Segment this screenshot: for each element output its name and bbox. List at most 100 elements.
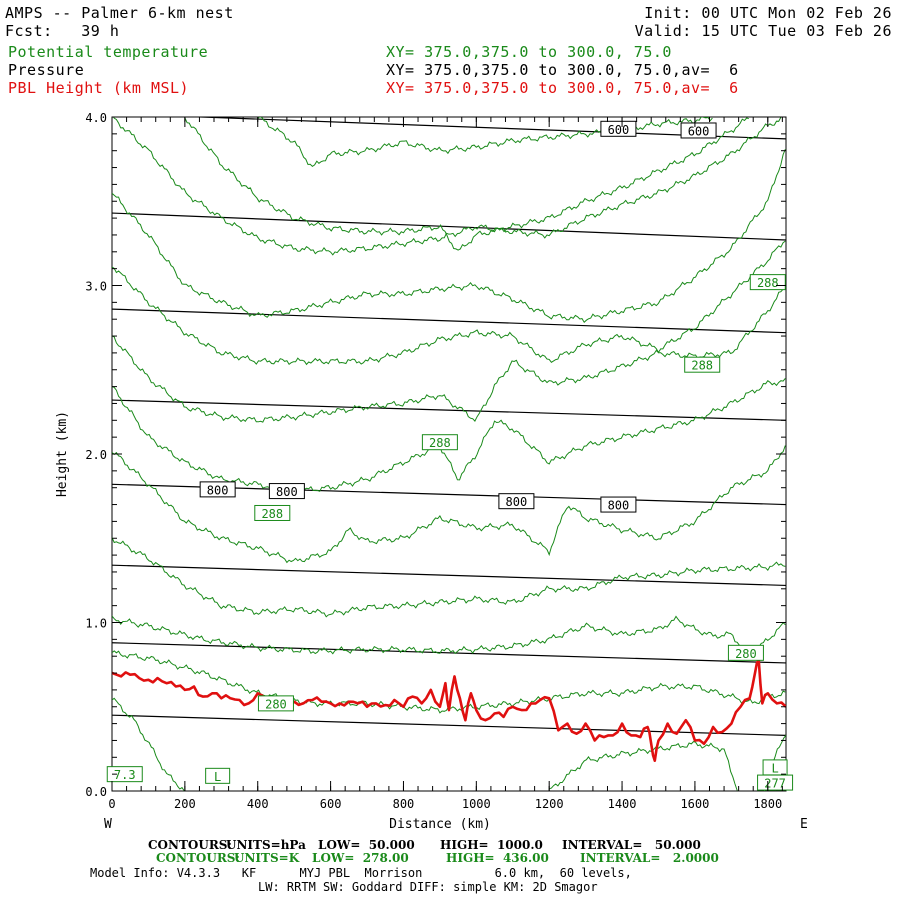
- axes-layer: 0 200 400 600 800 1000 1200 1400 1600 1800 0.0 1.0 2…: [85, 111, 786, 811]
- isobar-label-3: 800: [276, 485, 298, 499]
- isobar-6: [112, 212, 786, 241]
- isobar-4: [112, 399, 786, 421]
- theta-contour-288c: [112, 240, 786, 366]
- theta-label-2: 288: [429, 436, 451, 450]
- field-name-theta: Potential temperature: [8, 43, 209, 61]
- x-tick-label-7: 1400: [608, 797, 637, 811]
- field-xy-pressure: XY= 375.0,375.0 to 300.0, 75.0,av= 6: [386, 61, 739, 79]
- x-tick-label-5: 1000: [462, 797, 491, 811]
- theta-contour-284: [112, 537, 786, 618]
- y-tick-label-2: 2.0: [85, 448, 107, 462]
- x-tick-label-9: 1800: [753, 797, 782, 811]
- contour-label-layer: 600 600 800 800 800 800 288 288 288 288 280 280 7.3 L…: [106, 120, 794, 791]
- y-tick-label-4: 4.0: [85, 111, 107, 125]
- pbl-height-line: [112, 658, 786, 762]
- y-tick-label-1: 1.0: [85, 617, 107, 631]
- footer-pressure-contours: CONTOURS: UNITS=hPa LOW= 50.000 HIGH= 10…: [148, 838, 748, 852]
- theta-label-9-box: [757, 774, 794, 791]
- theta-contour-286: [112, 445, 786, 564]
- theta-contour-296: [257, 117, 713, 168]
- isobar-label-5-box: [600, 496, 637, 513]
- x-tick-label-8: 1600: [680, 797, 709, 811]
- valid-time: Valid: 15 UTC Tue 03 Feb 26: [634, 22, 892, 40]
- isobar-2: [112, 564, 786, 587]
- isobar-0: [112, 714, 786, 736]
- x-tick-label-1: 200: [174, 797, 196, 811]
- theta-label-9: 277: [764, 777, 786, 791]
- theta-label-3-box: [254, 504, 291, 521]
- theta-label-6-box: [106, 766, 143, 783]
- theta-label-7: L: [214, 770, 221, 784]
- theta-label-7-box: [205, 767, 231, 784]
- field-name-pbl: PBL Height (km MSL): [8, 79, 190, 97]
- theta-contour-288a: [112, 378, 786, 494]
- x-tick-label-2: 400: [247, 797, 269, 811]
- tc-units: UNITS=K: [234, 851, 300, 865]
- isobar-label-4-box: [498, 493, 535, 510]
- pc-label: CONTOURS:: [148, 838, 232, 852]
- model-info-line-2: LW: RRTM SW: Goddard DIFF: simple KM: 2D…: [258, 880, 598, 894]
- isobar-label-4: 800: [506, 495, 528, 509]
- theta-contour-292: [113, 117, 786, 256]
- theta-label-5-box: [257, 695, 294, 712]
- theta-label-3: 288: [261, 507, 283, 521]
- isobar-1: [112, 642, 786, 664]
- isobar-label-3-box: [268, 483, 305, 500]
- theta-label-4: 280: [735, 647, 757, 661]
- x-tick-label-6: 1200: [535, 797, 564, 811]
- theta-contour-294: [184, 117, 749, 251]
- field-xy-pbl: XY= 375.0,375.0 to 300.0, 75.0,av= 6: [386, 79, 739, 97]
- theta-layer: [112, 117, 786, 791]
- theta-label-1: 288: [691, 359, 713, 373]
- y-axis-title: Height (km): [55, 411, 70, 497]
- init-time: Init: 00 UTC Mon 02 Feb 26: [644, 4, 892, 22]
- pc-units: UNITS=hPa: [226, 838, 306, 852]
- x-tick-label-0: 0: [108, 797, 115, 811]
- theta-contour-290: [112, 149, 786, 323]
- theta-label-0: 288: [757, 276, 779, 290]
- isobar-label-0: 600: [608, 123, 630, 137]
- isobar-label-0-box: [600, 120, 637, 137]
- y-tick-label-3: 3.0: [85, 280, 107, 294]
- theta-contour-282: [112, 615, 786, 657]
- pc-low: LOW= 50.000: [318, 838, 415, 852]
- theta-label-8: L: [771, 761, 778, 775]
- theta-label-4-box: [727, 644, 764, 661]
- theta-contour-278: [112, 697, 185, 791]
- field-xy-theta: XY= 375.0,375.0 to 300.0, 75.0: [386, 43, 672, 61]
- isobar-label-1-box: [680, 122, 717, 139]
- isobar-layer: [112, 117, 786, 736]
- isobar-7: [185, 117, 786, 140]
- isobar-label-2: 800: [207, 483, 229, 497]
- east-label: E: [800, 817, 808, 832]
- isobar-label-5: 800: [608, 499, 630, 513]
- y-tick-label-0: 0.0: [85, 785, 107, 799]
- tc-interval: INTERVAL= 2.0000: [580, 851, 719, 865]
- west-label: W: [104, 817, 112, 832]
- x-axis-title: Distance (km): [389, 817, 491, 832]
- theta-label-6: 7.3: [114, 768, 136, 782]
- footer-theta-contours: CONTOURS: UNITS=K LOW= 278.00 HIGH= 436.…: [156, 851, 756, 865]
- tc-high: HIGH= 436.00: [446, 851, 549, 865]
- theta-label-2-box: [421, 434, 458, 451]
- theta-label-1-box: [684, 356, 721, 373]
- x-tick-label-3: 600: [320, 797, 342, 811]
- field-name-pressure: Pressure: [8, 61, 85, 79]
- isobar-5: [112, 308, 786, 334]
- x-tick-label-4: 800: [393, 797, 415, 811]
- isobar-label-2-box: [199, 481, 236, 498]
- model-title: AMPS -- Palmer 6-km nest: [5, 4, 234, 22]
- tc-low: LOW= 278.00: [312, 851, 409, 865]
- plot-frame: [111, 116, 787, 792]
- theta-label-5: 280: [265, 697, 287, 711]
- pc-interval: INTERVAL= 50.000: [562, 838, 701, 852]
- tc-label: CONTOURS:: [156, 851, 240, 865]
- theta-contour-288b: [112, 286, 786, 423]
- pbl-layer: [112, 658, 786, 762]
- isobar-label-1: 600: [688, 124, 710, 138]
- pc-high: HIGH= 1000.0: [440, 838, 543, 852]
- theta-contour-276: [549, 741, 738, 791]
- forecast-hour: Fcst: 39 h: [5, 22, 120, 40]
- model-info-line-1: Model Info: V4.3.3 KF MYJ PBL Morrison 6…: [90, 866, 632, 880]
